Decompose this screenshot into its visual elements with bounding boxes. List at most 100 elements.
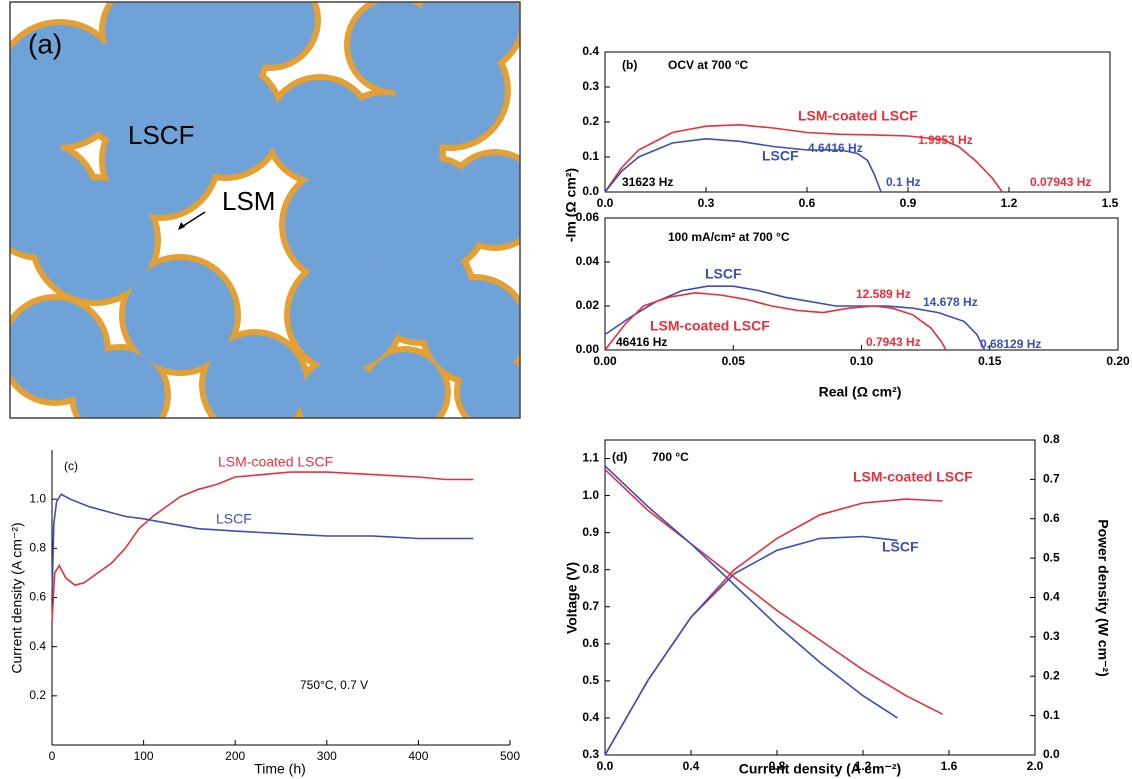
series-label: LSCF <box>705 266 742 282</box>
chart: 0 100 200 300 400 500 0.2 0.4 0.6 0.8 1.0 Time (h) C… <box>9 450 520 777</box>
y-tick-label: 0.02 <box>576 298 600 312</box>
chart: 0.0 0.4 0.8 1.2 1.6 2.0 0.3 0.4 0.5 0.6 0.7 0.8 0.9 1… <box>564 432 1112 777</box>
series-line <box>604 535 898 756</box>
material-label: LSCF <box>128 120 194 150</box>
y2-tick-label: 0.8 <box>1043 432 1060 446</box>
particle <box>350 2 440 90</box>
series-line <box>604 469 943 715</box>
y-tick-label: 1.0 <box>29 491 46 505</box>
annotation: 100 mA/cm² at 700 °C <box>668 230 790 244</box>
particle <box>205 335 305 418</box>
y-tick-label: 0.6 <box>582 636 599 650</box>
y-tick-label: 0.4 <box>29 639 46 653</box>
annotation: 12.589 Hz <box>856 287 911 301</box>
x-tick-label: 100 <box>134 749 154 763</box>
particle <box>300 360 380 418</box>
y-tick-label: 0.2 <box>582 114 599 128</box>
series-label: LSM-coated LSCF <box>218 454 333 470</box>
annotation: 0.1 Hz <box>886 175 921 189</box>
y2-tick-label: 0.2 <box>1043 668 1060 682</box>
y-tick-label: 0.1 <box>582 149 599 163</box>
y-tick-label: 1.0 <box>582 488 599 502</box>
plot-frame <box>604 439 1036 756</box>
y-tick-label: 0.9 <box>582 525 599 539</box>
y-tick-label: 0.6 <box>29 590 46 604</box>
series-label: LSM-coated LSCF <box>798 108 918 124</box>
x-tick-label: 0 <box>49 749 56 763</box>
y2-tick-label: 0.5 <box>1043 550 1060 564</box>
x-tick-label: 300 <box>317 749 337 763</box>
y-axis-label: Voltage (V) <box>564 562 580 634</box>
x-tick-label: 0.20 <box>1106 354 1130 368</box>
x-tick-label: 1.2 <box>1001 196 1018 210</box>
y2-tick-label: 0.0 <box>1043 747 1060 761</box>
series-label: LSM-coated LSCF <box>650 318 770 334</box>
annotation: 750°C, 0.7 V <box>300 678 368 692</box>
y-axis-label: Current density (A cm⁻²) <box>9 522 25 673</box>
annotation: 46416 Hz <box>616 335 667 349</box>
x-tick-label: 0.00 <box>593 354 617 368</box>
y2-tick-label: 0.3 <box>1043 629 1060 643</box>
x-tick-label: 200 <box>225 749 245 763</box>
arrow <box>179 211 206 229</box>
y-tick-label: 0.3 <box>582 747 599 761</box>
annotation: 0.68129 Hz <box>980 337 1041 351</box>
y-tick-label: 0.3 <box>582 79 599 93</box>
arrow-head <box>178 222 185 230</box>
particle <box>425 280 520 380</box>
particle <box>10 75 70 165</box>
annotation: 4.6416 Hz <box>808 141 863 155</box>
y-tick-label: 0.04 <box>576 254 600 268</box>
y2-tick-label: 0.7 <box>1043 472 1060 486</box>
y-axis-label: -Im (Ω cm²) <box>563 168 579 242</box>
annotation: 31623 Hz <box>622 175 673 189</box>
series-label: LSCF <box>216 511 252 527</box>
series-line <box>604 291 947 351</box>
series-label: LSM-coated LSCF <box>853 469 973 485</box>
x-axis-label: Time (h) <box>254 761 306 777</box>
particle <box>105 2 195 75</box>
x-tick-label: 0.8 <box>769 759 786 773</box>
x-tick-label: 0.0 <box>597 759 614 773</box>
particle <box>125 260 235 370</box>
x-tick-label: 0.15 <box>978 354 1002 368</box>
y-tick-label: 1.1 <box>582 451 599 465</box>
annotation: OCV at 700 °C <box>668 58 748 72</box>
x-tick-label: 1.2 <box>855 759 872 773</box>
particle <box>365 352 445 418</box>
y-tick-label: 0.4 <box>582 44 599 58</box>
particle <box>460 357 520 418</box>
series-label: LSCF <box>762 148 799 164</box>
x-tick-label: 1.5 <box>1102 196 1119 210</box>
x-tick-label: 2.0 <box>1027 759 1044 773</box>
particle <box>285 170 395 280</box>
x-tick-label: 400 <box>408 749 428 763</box>
series-line <box>604 123 1003 193</box>
chart: 0.00 0.05 0.10 0.15 0.20 0.00 0.02 0.04 0.06 Real… <box>576 210 1130 400</box>
y-tick-label: 0.00 <box>576 342 600 356</box>
x-tick-label: 0.0 <box>597 196 614 210</box>
y-tick-label: 0.2 <box>29 688 46 702</box>
x-tick-label: 0.05 <box>722 354 746 368</box>
x-tick-label: 500 <box>500 749 520 763</box>
series-line <box>51 471 474 623</box>
y-tick-label: 0.06 <box>576 210 600 224</box>
y2-tick-label: 0.4 <box>1043 590 1060 604</box>
annotation: 0.07943 Hz <box>1030 175 1091 189</box>
series-line <box>604 465 898 719</box>
particle <box>225 2 315 65</box>
panel-border <box>9 1 521 419</box>
series-line <box>604 285 986 351</box>
series-line <box>604 498 943 756</box>
annotation: 14.678 Hz <box>923 295 978 309</box>
schematic <box>10 2 520 418</box>
x-tick-label: 0.6 <box>799 196 816 210</box>
y2-tick-label: 0.6 <box>1043 511 1060 525</box>
y2-tick-label: 0.1 <box>1043 708 1060 722</box>
particle <box>75 350 165 418</box>
annotation: (b) <box>622 58 637 72</box>
x-axis-label: Real (Ω cm²) <box>819 384 902 400</box>
annotation: (d) <box>612 450 627 464</box>
x-tick-label: 0.4 <box>683 759 700 773</box>
y2-axis-label: Power density (W cm⁻²) <box>1095 519 1111 677</box>
